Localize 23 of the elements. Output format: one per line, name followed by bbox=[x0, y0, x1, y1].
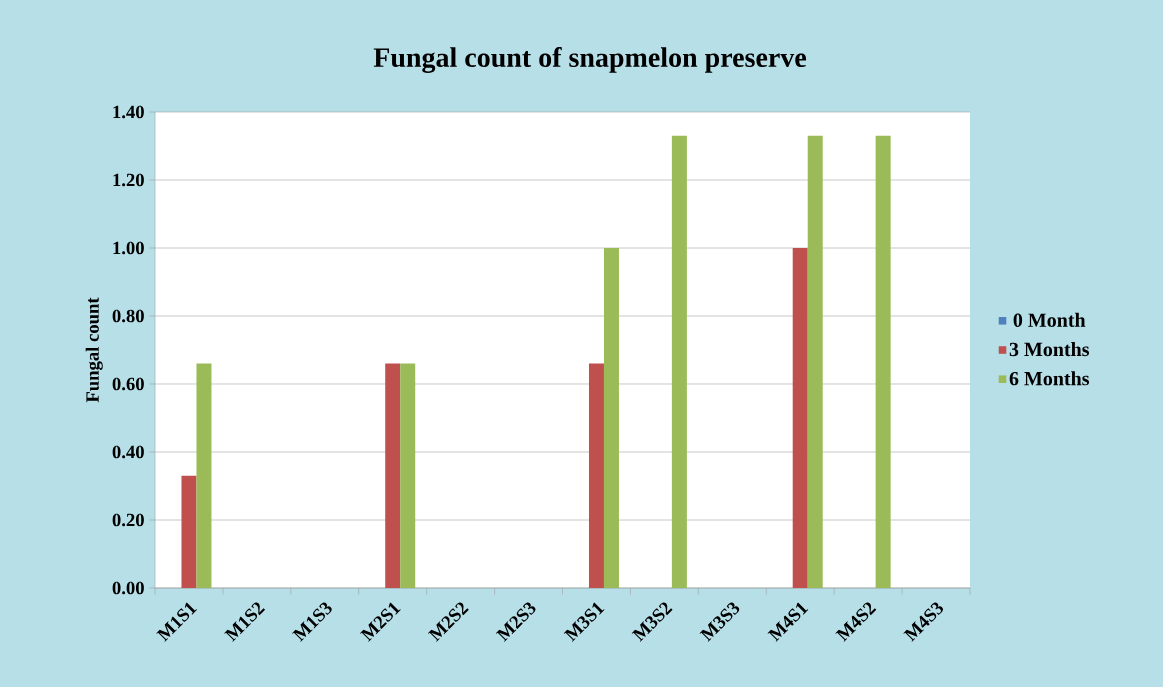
chart-title: Fungal count of snapmelon preserve bbox=[373, 47, 807, 73]
y-tick-label: 0.00 bbox=[112, 581, 144, 595]
bar bbox=[588, 363, 604, 588]
y-tick-label: 0.40 bbox=[112, 445, 144, 459]
legend-label: 6 Months bbox=[1009, 371, 1090, 386]
y-axis-title: Fungal count bbox=[85, 297, 103, 403]
bar bbox=[875, 135, 891, 588]
y-tick-label: 1.00 bbox=[113, 241, 144, 255]
y-tick-label: 0.80 bbox=[112, 309, 144, 323]
bar bbox=[196, 363, 212, 588]
bar bbox=[385, 363, 401, 588]
bar bbox=[603, 248, 619, 588]
legend-label: 0 Month bbox=[1013, 312, 1086, 327]
y-tick-label: 0.60 bbox=[112, 377, 144, 391]
bar bbox=[181, 475, 197, 588]
bar bbox=[792, 248, 808, 588]
legend-label: 3 Months bbox=[1009, 342, 1090, 357]
y-tick-label: 0.20 bbox=[112, 513, 144, 527]
bar bbox=[400, 363, 416, 588]
bar bbox=[807, 135, 823, 588]
y-tick-label: 1.20 bbox=[113, 173, 144, 187]
bar bbox=[671, 135, 687, 588]
y-tick-label: 1.40 bbox=[113, 105, 144, 119]
